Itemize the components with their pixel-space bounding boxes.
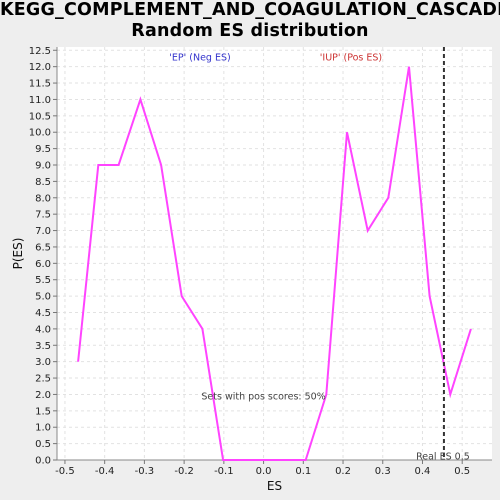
x-tick-label: -0.5 (55, 466, 75, 477)
y-tick-label: 1.0 (35, 423, 51, 434)
x-axis-title: ES (267, 479, 282, 493)
x-tick-label: -0.4 (95, 466, 115, 477)
y-tick-label: 11.0 (29, 95, 51, 106)
y-tick-label: 8.5 (35, 177, 51, 188)
y-tick-label: 0.5 (35, 439, 51, 450)
y-tick-label: 4.0 (35, 324, 51, 335)
y-tick-label: 0.0 (35, 456, 51, 467)
y-tick-label: 7.0 (35, 226, 51, 237)
y-tick-label: 12.0 (29, 62, 51, 73)
x-tick-label: -0.1 (214, 466, 234, 477)
y-tick-label: 11.5 (29, 79, 51, 90)
chart-title-line-2: Random ES distribution (131, 21, 369, 41)
y-tick-label: 1.5 (35, 406, 51, 417)
x-tick-label: 0.2 (335, 466, 351, 477)
annotation: 'IUP' (Pos ES) (320, 52, 382, 63)
y-tick-label: 2.0 (35, 390, 51, 401)
y-tick-label: 5.5 (35, 275, 51, 286)
x-tick-label: -0.2 (174, 466, 194, 477)
chart-title: KEGG_COMPLEMENT_AND_COAGULATION_CASCADES… (0, 0, 500, 42)
y-tick-label: 3.5 (35, 341, 51, 352)
y-tick-label: 3.0 (35, 357, 51, 368)
y-axis-title: P(ES) (11, 238, 25, 270)
y-tick-label: 6.5 (35, 242, 51, 253)
y-tick-label: 7.5 (35, 210, 51, 221)
y-tick-label: 5.0 (35, 292, 51, 303)
x-tick-label: 0.4 (415, 466, 431, 477)
annotation: Sets with pos scores: 50% (201, 392, 325, 403)
x-tick-label: 0.1 (295, 466, 311, 477)
annotations: 'EP' (Neg ES) 'IUP' (Pos ES) Sets with pos… (169, 52, 382, 402)
y-tick-label: 9.5 (35, 144, 51, 155)
y-tick-label: 4.5 (35, 308, 51, 319)
x-tick-label: 0.3 (375, 466, 391, 477)
series-line (77, 66, 472, 461)
series (77, 66, 472, 461)
y-tick-label: 8.0 (35, 193, 51, 204)
x-ticks: -0.5 -0.4 -0.3 -0.2 -0.1 0.0 0.1 0.2 0.3 0.4 0.5 (55, 460, 470, 477)
chart-title-line-1: KEGG_COMPLEMENT_AND_COAGULATION_CASCADES… (0, 0, 500, 20)
y-tick-label: 10.5 (29, 111, 51, 122)
y-ticks: 0.0 0.5 1.0 1.5 2.0 2.5 3.0 3.5 4.0 4.5 5.0 5.5 6.0 6… (29, 46, 57, 467)
x-tick-label: -0.3 (135, 466, 155, 477)
y-tick-label: 10.0 (29, 128, 51, 139)
annotation: 'EP' (Neg ES) (169, 52, 230, 63)
y-tick-label: 2.5 (35, 374, 51, 385)
y-tick-label: 6.0 (35, 259, 51, 270)
y-tick-label: 12.5 (29, 46, 51, 57)
y-tick-label: 9.0 (35, 161, 51, 172)
x-tick-label: 0.0 (256, 466, 272, 477)
real-es-layer: Real ES 0.5 (416, 47, 470, 463)
x-tick-label: 0.5 (454, 466, 470, 477)
real-es-label: Real ES 0.5 (416, 452, 470, 463)
